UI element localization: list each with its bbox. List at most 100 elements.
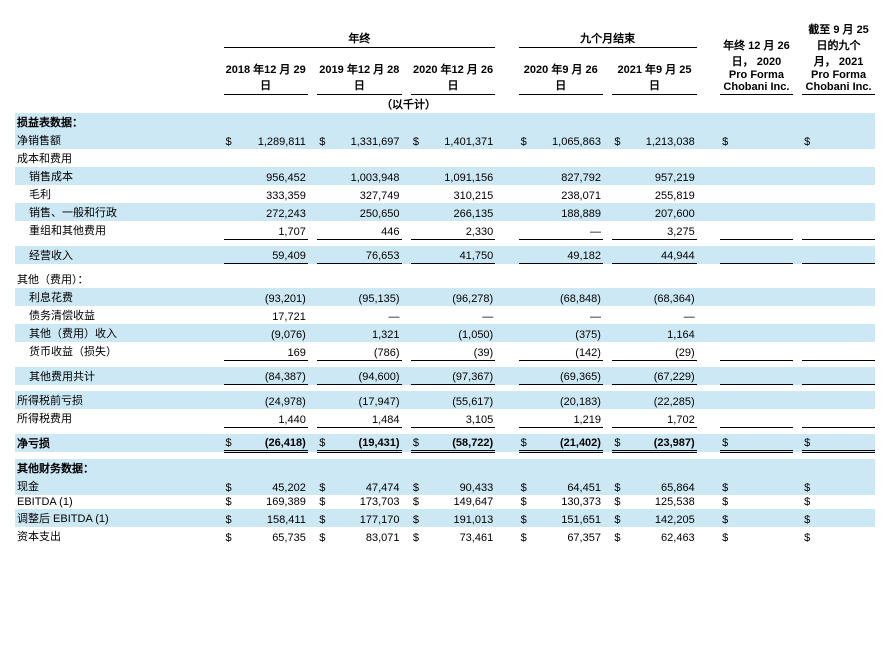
value: (23,987) bbox=[626, 434, 696, 452]
value: (22,285) bbox=[626, 391, 696, 409]
currency: $ bbox=[317, 477, 331, 495]
value: 1,702 bbox=[626, 409, 696, 427]
value: 17,721 bbox=[238, 306, 308, 324]
value: 446 bbox=[331, 221, 401, 239]
value: (375) bbox=[533, 324, 603, 342]
section-other: 其他财务数据： bbox=[15, 459, 875, 477]
row-label: 销售、一般和行政 bbox=[15, 203, 214, 221]
section-other-label: 其他财务数据： bbox=[15, 459, 214, 477]
row-ebitda: EBITDA (1)$169,389$173,703$149,647$130,3… bbox=[15, 495, 875, 509]
currency: $ bbox=[317, 131, 331, 149]
row-label: 净亏损 bbox=[15, 434, 214, 452]
row-label: 毛利 bbox=[15, 185, 214, 203]
value: 65,735 bbox=[238, 527, 308, 545]
section-income: 损益表数据： bbox=[15, 113, 875, 131]
value: 1,003,948 bbox=[331, 167, 401, 185]
value: (39) bbox=[425, 342, 495, 360]
value: 1,484 bbox=[331, 409, 401, 427]
currency: $ bbox=[612, 495, 626, 509]
row-label: 其他（费用）收入 bbox=[15, 324, 214, 342]
value: 957,219 bbox=[626, 167, 696, 185]
value: 1,219 bbox=[533, 409, 603, 427]
value: (95,135) bbox=[331, 288, 401, 306]
row-other_tot: 其他费用共计(84,387)(94,600)(97,367)(69,365)(6… bbox=[15, 367, 875, 385]
row-cogs: 销售成本956,4521,003,9481,091,156827,792957,… bbox=[15, 167, 875, 185]
currency: $ bbox=[519, 495, 533, 509]
row-cash: 现金$45,202$47,474$90,433$64,451$65,864$$ bbox=[15, 477, 875, 495]
row-label: 资本支出 bbox=[15, 527, 214, 545]
currency: $ bbox=[411, 527, 425, 545]
row-interest: 利息花费(93,201)(95,135)(96,278)(68,848)(68,… bbox=[15, 288, 875, 306]
row-label: 净销售额 bbox=[15, 131, 214, 149]
col-header-3: 2020 年12 月 26日 bbox=[411, 48, 495, 95]
col-header-1: 2018 年12 月 29日 bbox=[224, 48, 308, 95]
value: — bbox=[626, 306, 696, 324]
currency: $ bbox=[411, 509, 425, 527]
value: (9,076) bbox=[238, 324, 308, 342]
currency: $ bbox=[519, 131, 533, 149]
value: 41,750 bbox=[425, 246, 495, 264]
currency: $ bbox=[411, 495, 425, 509]
value: 207,600 bbox=[626, 203, 696, 221]
col-header-4: 2020 年9 月 26日 bbox=[519, 48, 603, 95]
row-label: 其他（费用）： bbox=[15, 270, 214, 288]
value: (786) bbox=[331, 342, 401, 360]
value: 3,105 bbox=[425, 409, 495, 427]
value: 238,071 bbox=[533, 185, 603, 203]
currency: $ bbox=[612, 477, 626, 495]
row-net_sales: 净销售额$1,289,811$1,331,697$1,401,371$1,065… bbox=[15, 131, 875, 149]
value: 62,463 bbox=[626, 527, 696, 545]
row-label: 经营收入 bbox=[15, 246, 214, 264]
value: 327,749 bbox=[331, 185, 401, 203]
currency: $ bbox=[224, 527, 238, 545]
value: 90,433 bbox=[425, 477, 495, 495]
currency: $ bbox=[519, 527, 533, 545]
value: (67,229) bbox=[626, 367, 696, 385]
value: 1,289,811 bbox=[238, 131, 308, 149]
value: 151,651 bbox=[533, 509, 603, 527]
value: — bbox=[533, 221, 603, 239]
row-capex: 资本支出$65,735$83,071$73,461$67,357$62,463$… bbox=[15, 527, 875, 545]
currency: $ bbox=[317, 434, 331, 452]
value: 45,202 bbox=[238, 477, 308, 495]
value: 169,389 bbox=[238, 495, 308, 509]
value: 142,205 bbox=[626, 509, 696, 527]
value: (26,418) bbox=[238, 434, 308, 452]
value: 44,944 bbox=[626, 246, 696, 264]
value: 250,650 bbox=[331, 203, 401, 221]
row-label: 重组和其他费用 bbox=[15, 221, 214, 239]
value: 3,275 bbox=[626, 221, 696, 239]
col-header-7: 截至 9 月 25 日的九个 月， 2021 Pro Forma Chobani… bbox=[802, 20, 875, 95]
value: (84,387) bbox=[238, 367, 308, 385]
value: 827,792 bbox=[533, 167, 603, 185]
row-label: 所得税费用 bbox=[15, 409, 214, 427]
row-label: 调整后 EBITDA (1) bbox=[15, 509, 214, 527]
value: (1,050) bbox=[425, 324, 495, 342]
value: (21,402) bbox=[533, 434, 603, 452]
value: 130,373 bbox=[533, 495, 603, 509]
value: 47,474 bbox=[331, 477, 401, 495]
group-header-annual: 年终 bbox=[224, 23, 496, 48]
value: 1,707 bbox=[238, 221, 308, 239]
value: (68,364) bbox=[626, 288, 696, 306]
currency: $ bbox=[612, 527, 626, 545]
col-header-2: 2019 年12 月 28日 bbox=[317, 48, 401, 95]
value: 1,321 bbox=[331, 324, 401, 342]
value: — bbox=[331, 306, 401, 324]
currency: $ bbox=[317, 495, 331, 509]
currency: $ bbox=[519, 509, 533, 527]
value: 266,135 bbox=[425, 203, 495, 221]
row-label: 所得税前亏损 bbox=[15, 391, 214, 409]
value: 65,864 bbox=[626, 477, 696, 495]
value: 76,653 bbox=[331, 246, 401, 264]
value: 173,703 bbox=[331, 495, 401, 509]
value: (93,201) bbox=[238, 288, 308, 306]
value: (94,600) bbox=[331, 367, 401, 385]
value: 1,091,156 bbox=[425, 167, 495, 185]
row-costs_hdr: 成本和费用 bbox=[15, 149, 875, 167]
value: 125,538 bbox=[626, 495, 696, 509]
row-label: EBITDA (1) bbox=[15, 495, 214, 509]
col-header-6: 年终 12 月 26 日， 2020 Pro Forma Chobani Inc… bbox=[720, 20, 793, 95]
row-opinc: 经营收入59,40976,65341,75049,18244,944 bbox=[15, 246, 875, 264]
value: 272,243 bbox=[238, 203, 308, 221]
